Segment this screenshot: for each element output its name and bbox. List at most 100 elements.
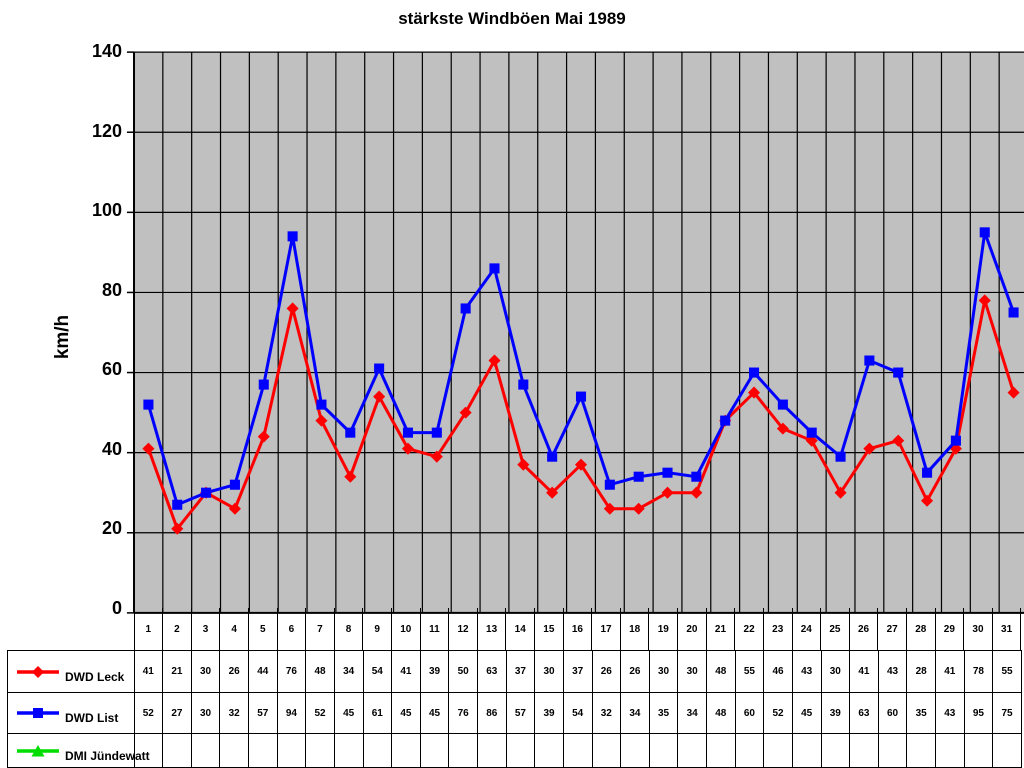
table-value-cell: 45	[335, 693, 364, 733]
table-value-cell	[907, 734, 936, 767]
legend-item-dwd-list: DWD List	[8, 693, 135, 733]
table-value-cell: 86	[478, 693, 507, 733]
table-value-cell	[249, 734, 278, 767]
day-header-cell: 13	[478, 608, 507, 650]
table-value-cell: 45	[793, 693, 822, 733]
table-row-dwd-list: DWD List 52 27 30 32 57 94 52 45 61 45 45 76 86 57 39 5…	[8, 693, 1021, 734]
table-value-cell: 30	[822, 651, 851, 692]
day-header-cell: 25	[821, 608, 850, 650]
day-header-cell: 11	[421, 608, 450, 650]
table-value-cell	[135, 734, 164, 767]
table-value-cell: 28	[907, 651, 936, 692]
table-value-cell: 52	[135, 693, 164, 733]
plot-area	[126, 51, 1024, 614]
day-header-cell: 4	[220, 608, 249, 650]
dwd-leck-series-marker-icon	[16, 663, 60, 681]
day-header-cell: 8	[335, 608, 364, 650]
table-value-cell: 35	[650, 693, 679, 733]
day-header-cell: 9	[363, 608, 392, 650]
day-header-cell: 16	[564, 608, 593, 650]
table-value-cell	[535, 734, 564, 767]
table-value-cell: 37	[507, 651, 536, 692]
table-value-cell: 34	[621, 693, 650, 733]
table-value-cell	[392, 734, 421, 767]
day-header-cell: 2	[163, 608, 192, 650]
day-header-cell: 18	[621, 608, 650, 650]
table-value-cell: 30	[650, 651, 679, 692]
table-value-cell	[936, 734, 965, 767]
table-value-cell	[449, 734, 478, 767]
y-tick-label: 60	[101, 359, 122, 380]
table-value-cell: 30	[192, 693, 221, 733]
table-value-cell: 21	[163, 651, 192, 692]
table-value-cell: 30	[535, 651, 564, 692]
table-value-cell	[993, 734, 1021, 767]
table-value-cell: 78	[965, 651, 994, 692]
y-axis-label: km/h	[52, 314, 73, 360]
table-value-cell	[335, 734, 364, 767]
table-value-cell: 50	[449, 651, 478, 692]
table-value-cell	[364, 734, 393, 767]
table-value-cell: 32	[593, 693, 622, 733]
table-value-cell: 57	[249, 693, 278, 733]
table-value-cell	[764, 734, 793, 767]
table-cells-dwd-leck: 41 21 30 26 44 76 48 34 54 41 39 50 63 37 30 37 26 26 30 30…	[135, 651, 1022, 692]
day-header-cell: 24	[793, 608, 822, 650]
table-value-cell	[793, 734, 822, 767]
table-value-cell	[678, 734, 707, 767]
day-header-cell: 28	[907, 608, 936, 650]
table-value-cell: 30	[678, 651, 707, 692]
day-header-cell: 22	[735, 608, 764, 650]
table-value-cell: 76	[278, 651, 307, 692]
table-value-cell: 26	[621, 651, 650, 692]
table-value-cell: 30	[192, 651, 221, 692]
table-value-cell: 48	[707, 651, 736, 692]
table-value-cell	[192, 734, 221, 767]
day-header-cell: 14	[506, 608, 536, 650]
table-value-cell: 43	[936, 693, 965, 733]
table-value-cell	[621, 734, 650, 767]
table-value-cell: 35	[907, 693, 936, 733]
legend-item-dmi-juendewatt: DMI Jündewatt	[8, 734, 150, 767]
table-value-cell: 41	[936, 651, 965, 692]
day-header-cell: 27	[878, 608, 907, 650]
day-header-cell: 6	[278, 608, 307, 650]
table-value-cell: 63	[478, 651, 507, 692]
table-value-cell	[850, 734, 879, 767]
dmi-juendewatt-series-marker-icon	[16, 742, 60, 760]
y-tick-label: 40	[101, 438, 122, 459]
table-value-cell	[707, 734, 736, 767]
day-header-cell: 23	[764, 608, 793, 650]
day-header-cell: 7	[306, 608, 335, 650]
day-header-cell: 10	[392, 608, 421, 650]
chart-title: stärkste Windböen Mai 1989	[398, 9, 626, 28]
day-header-cell: 29	[936, 608, 965, 650]
table-value-cell: 57	[507, 693, 536, 733]
legend-item-dwd-leck: DWD Leck	[8, 651, 135, 692]
table-value-cell: 54	[564, 693, 593, 733]
day-header-cell: 26	[850, 608, 879, 650]
day-header-cell: 19	[649, 608, 679, 650]
table-value-cell: 39	[421, 651, 450, 692]
table-value-cell: 60	[736, 693, 765, 733]
day-header-cell: 30	[964, 608, 993, 650]
table-value-cell: 61	[364, 693, 393, 733]
table-value-cell: 41	[135, 651, 164, 692]
table-value-cell: 55	[736, 651, 765, 692]
day-header-cell: 20	[678, 608, 707, 650]
day-header-row: 1 2 3 4 5 6 7 8 9 10 11 12 13 14 15 16 17 18 19 20 21 22 23 24 2…	[133, 608, 1022, 650]
table-value-cell	[593, 734, 622, 767]
table-value-cell	[421, 734, 450, 767]
y-tick-label: 100	[91, 200, 122, 221]
table-value-cell: 26	[593, 651, 622, 692]
table-value-cell: 32	[220, 693, 249, 733]
table-value-cell: 37	[564, 651, 593, 692]
legend-label: DWD List	[65, 711, 119, 725]
y-tick-label: 0	[111, 598, 122, 618]
table-value-cell: 43	[879, 651, 908, 692]
y-tick-label: 80	[101, 279, 122, 300]
table-value-cell: 63	[850, 693, 879, 733]
table-value-cell: 26	[220, 651, 249, 692]
day-header-cell: 21	[707, 608, 736, 650]
